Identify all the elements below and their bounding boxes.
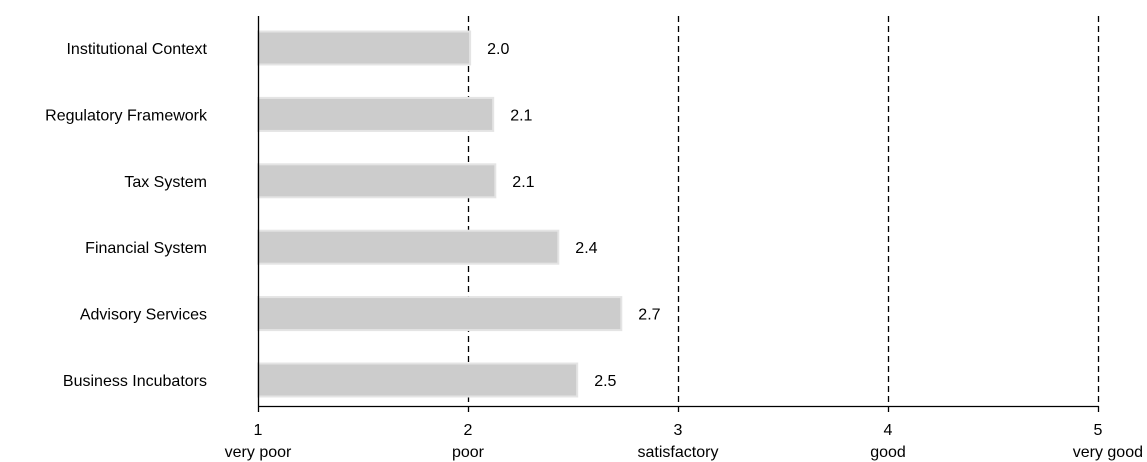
x-tick-word-3: satisfactory	[638, 444, 719, 461]
x-tick-label-3: 3	[674, 422, 683, 439]
x-tick-word-2: poor	[452, 444, 485, 461]
category-label-regulatory-framework: Regulatory Framework	[45, 107, 208, 124]
category-label-financial-system: Financial System	[85, 240, 207, 257]
value-label-financial-system: 2.4	[575, 240, 597, 257]
labels-layer: Institutional Context 2.0 Regulatory Frame…	[45, 41, 1143, 461]
category-label-tax-system: Tax System	[124, 174, 207, 191]
x-tick-label-5: 5	[1094, 422, 1103, 439]
category-label-institutional-context: Institutional Context	[66, 41, 207, 58]
value-label-institutional-context: 2.0	[487, 41, 509, 58]
x-tick-label-1: 1	[254, 422, 263, 439]
category-label-advisory-services: Advisory Services	[80, 307, 207, 324]
x-tick-word-1: very poor	[225, 444, 292, 461]
x-tick-label-2: 2	[464, 422, 473, 439]
bar-advisory-services	[257, 296, 623, 332]
x-tick-word-4: good	[870, 444, 906, 461]
value-label-advisory-services: 2.7	[638, 307, 660, 324]
value-label-tax-system: 2.1	[512, 174, 534, 191]
bar-regulatory-framework	[257, 96, 495, 132]
x-tick-word-5: very good	[1073, 444, 1143, 461]
category-label-business-incubators: Business Incubators	[63, 373, 207, 390]
value-label-business-incubators: 2.5	[594, 373, 616, 390]
value-label-regulatory-framework: 2.1	[510, 107, 532, 124]
x-tick-label-4: 4	[884, 422, 893, 439]
grid-layer	[467, 16, 1100, 406]
axis-layer	[257, 16, 1100, 412]
bar-financial-system	[257, 229, 560, 265]
bar-institutional-context	[257, 30, 472, 66]
bar-business-incubators	[257, 362, 579, 398]
bar-tax-system	[257, 163, 497, 199]
bars-layer	[257, 30, 623, 398]
